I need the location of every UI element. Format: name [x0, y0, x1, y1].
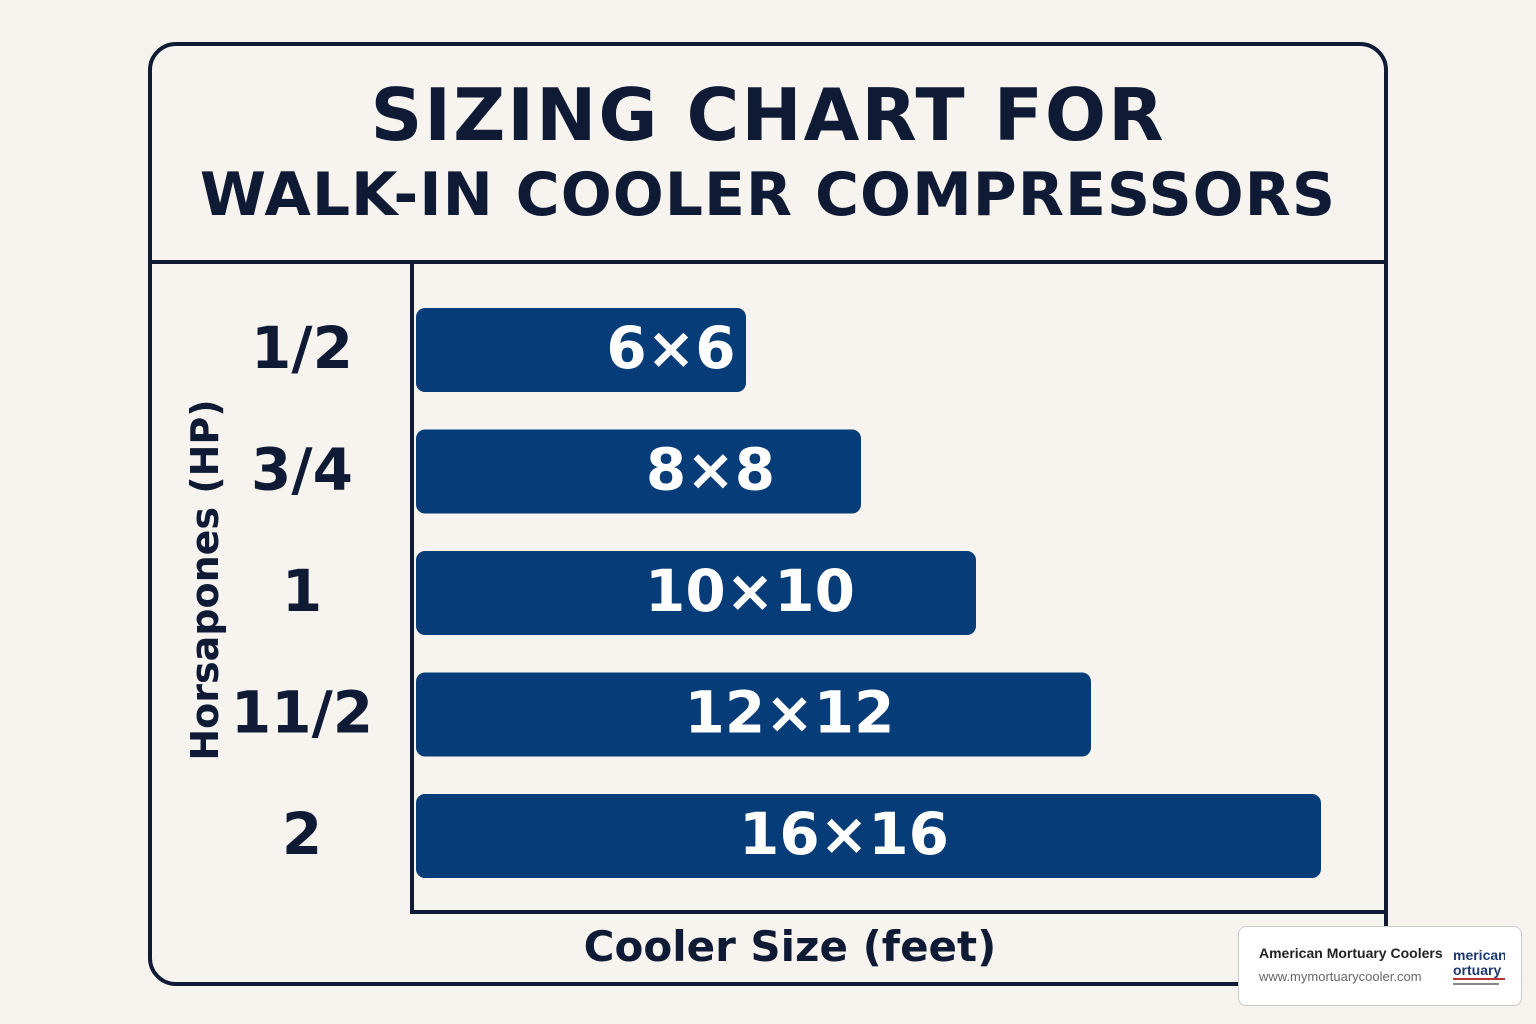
brand-logo-icon: merican ortuary — [1453, 943, 1505, 991]
brand-badge[interactable]: American Mortuary Coolers www.mymortuary… — [1238, 926, 1522, 1006]
bar-5 — [416, 794, 1321, 878]
chart-title-block: SIZING CHART FOR WALK-IN COOLER COMPRESS… — [148, 42, 1388, 264]
bar-4 — [416, 672, 1091, 757]
logo-text-line-2: ortuary — [1453, 962, 1502, 978]
bar-1 — [416, 308, 746, 392]
y-tick-label-2: 3/4 — [251, 436, 353, 504]
bar-label-4: 12×12 — [684, 679, 894, 747]
title-divider — [150, 260, 1386, 264]
logo-accent-line — [1453, 978, 1505, 980]
bar-label-1: 6×6 — [606, 314, 735, 382]
bar-label-5: 16×16 — [739, 800, 949, 868]
y-axis-label-text: Horsapones (HP) — [183, 399, 227, 761]
x-axis-label: Cooler Size (feet) — [583, 922, 997, 971]
logo-tagline-line — [1453, 983, 1499, 985]
chart-title: SIZING CHART FOR — [370, 73, 1166, 157]
brand-url[interactable]: www.mymortuarycooler.com — [1259, 969, 1422, 984]
y-tick-label-1: 1/2 — [251, 314, 353, 382]
chart-subtitle: WALK-IN COOLER COMPRESSORS — [199, 160, 1337, 230]
brand-name: American Mortuary Coolers — [1259, 945, 1443, 961]
bar-label-3: 10×10 — [645, 557, 855, 625]
y-tick-label-4: 11/2 — [231, 679, 373, 747]
bar-label-2: 8×8 — [646, 436, 775, 504]
bar-2 — [416, 429, 861, 514]
bar-3 — [416, 551, 976, 635]
y-tick-label-3: 1 — [282, 557, 322, 625]
logo-text-line-1: merican — [1453, 947, 1505, 963]
y-tick-label-5: 2 — [282, 800, 322, 868]
